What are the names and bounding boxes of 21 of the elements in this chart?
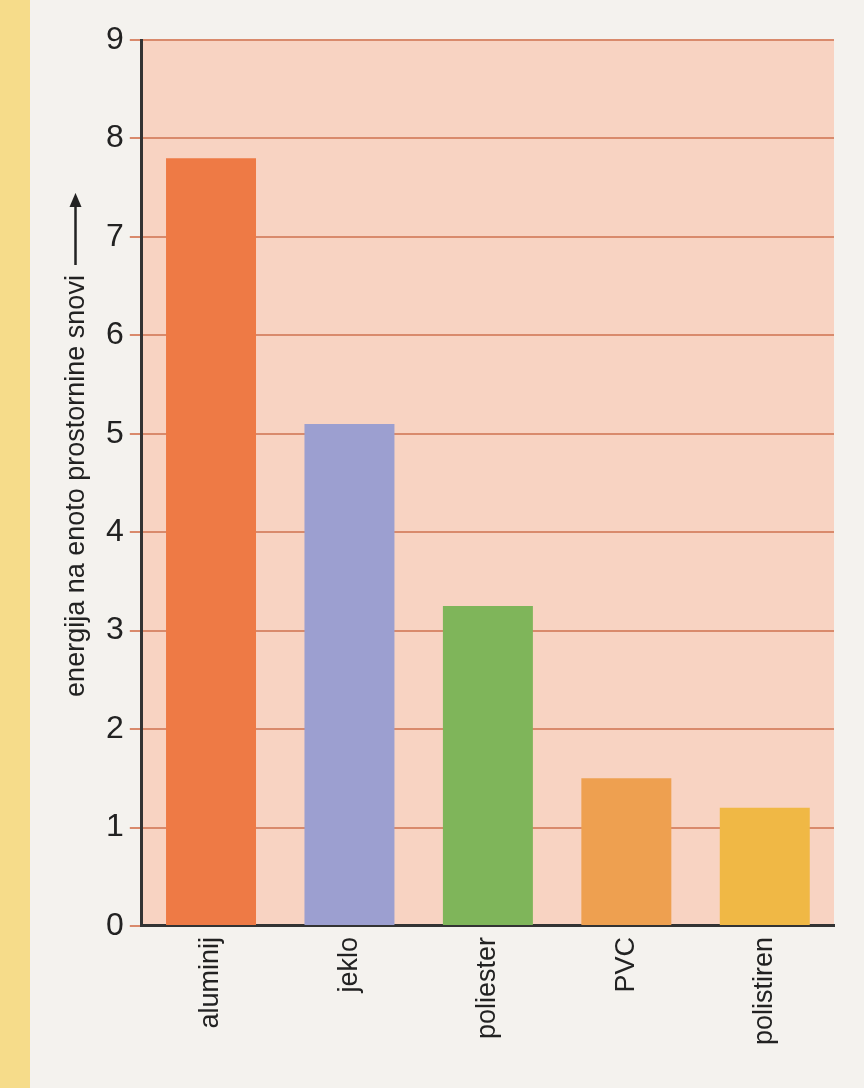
x-tick-label: polistiren <box>748 936 779 1046</box>
y-tick-label: 6 <box>106 315 124 352</box>
y-tick-label: 4 <box>106 512 124 549</box>
bar <box>304 423 395 925</box>
y-axis-title: energija na enoto prostornine snovi <box>59 275 91 697</box>
y-tick-label: 9 <box>106 19 124 56</box>
y-tick-label: 1 <box>106 807 124 844</box>
y-tick-label: 8 <box>106 118 124 155</box>
x-tick-label: aluminij <box>194 936 225 1029</box>
bar <box>442 606 533 925</box>
x-tick-label: poliester <box>471 936 502 1040</box>
y-tick-label: 2 <box>106 708 124 745</box>
y-tick-label: 5 <box>106 413 124 450</box>
y-tick-label: 3 <box>106 610 124 647</box>
x-tick-label: PVC <box>609 936 640 993</box>
y-tick-label: 0 <box>106 905 124 942</box>
y-tick-label: 7 <box>106 216 124 253</box>
bar <box>581 778 672 925</box>
bar <box>719 807 810 925</box>
bar <box>166 158 257 925</box>
x-tick-label: jeklo <box>332 936 363 994</box>
